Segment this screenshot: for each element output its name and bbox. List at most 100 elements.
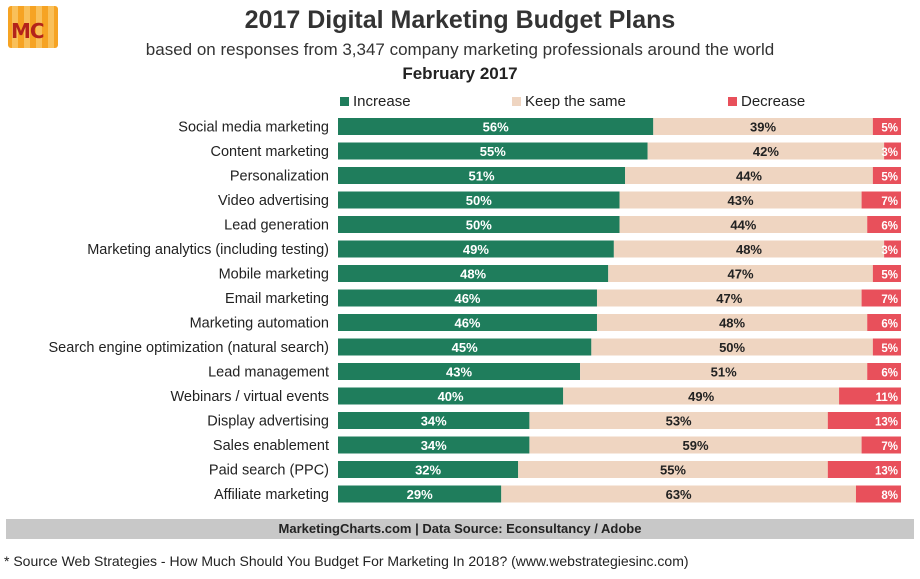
bar-decrease-display-advertising: [827, 412, 901, 429]
bar-increase-marketing-analytics-including-testing: [338, 240, 614, 258]
bar-decrease-search-engine-optimization-natural-search: [872, 338, 901, 356]
value-label-increase-content-marketing: 55%: [480, 144, 506, 159]
value-label-increase-lead-generation: 50%: [466, 218, 492, 233]
value-label-decrease-social-media-marketing: 5%: [881, 123, 898, 135]
category-label-paid-search-ppc: Paid search (PPC): [209, 463, 329, 479]
category-label-display-advertising: Display advertising: [207, 414, 329, 430]
bar-increase-lead-generation: [338, 216, 620, 233]
chart-subtitle: based on responses from 3,347 company ma…: [145, 40, 775, 59]
bar-keep-the-same-affiliate-marketing: [501, 485, 856, 503]
footnote: * Source Web Strategies - How Much Shoul…: [4, 553, 689, 569]
bar-increase-mobile-marketing: [338, 265, 609, 282]
bar-keep-the-same-mobile-marketing: [608, 265, 873, 282]
legend-item-increase: Increase: [340, 93, 411, 110]
bar-keep-the-same-marketing-analytics-including-testing: [613, 240, 885, 258]
value-label-keep-the-same-email-marketing: 47%: [716, 291, 742, 306]
value-label-decrease-display-advertising: 13%: [875, 417, 898, 429]
value-label-decrease-content-marketing: 3%: [881, 147, 898, 159]
value-label-decrease-mobile-marketing: 5%: [881, 270, 898, 282]
value-label-keep-the-same-search-engine-optimization-natural-search: 50%: [719, 340, 745, 355]
logo-text: MC: [11, 19, 45, 43]
bar-keep-the-same-video-advertising: [619, 191, 862, 209]
value-label-keep-the-same-marketing-automation: 48%: [719, 316, 745, 331]
bar-decrease-paid-search-ppc: [827, 461, 901, 478]
value-label-increase-paid-search-ppc: 32%: [415, 463, 441, 478]
bar-decrease-sales-enablement: [861, 436, 901, 454]
bar-keep-the-same-personalization: [625, 167, 873, 184]
legend-swatch-increase: [340, 97, 349, 106]
bar-increase-marketing-automation: [338, 314, 597, 331]
bar-keep-the-same-webinars-virtual-events: [563, 387, 840, 405]
bar-keep-the-same-paid-search-ppc: [518, 461, 828, 478]
value-label-decrease-marketing-analytics-including-testing: 3%: [881, 245, 898, 257]
value-label-keep-the-same-lead-management: 51%: [711, 365, 737, 380]
bar-keep-the-same-marketing-automation: [596, 314, 868, 331]
bar-decrease-marketing-analytics-including-testing: [884, 240, 901, 258]
value-label-keep-the-same-social-media-marketing: 39%: [750, 120, 776, 135]
value-label-increase-display-advertising: 34%: [421, 414, 447, 429]
bar-decrease-marketing-automation: [867, 314, 901, 331]
bar-keep-the-same-lead-generation: [619, 216, 868, 233]
category-label-marketing-automation: Marketing automation: [190, 316, 329, 332]
value-label-increase-marketing-automation: 46%: [454, 316, 480, 331]
legend-swatch-keep: [512, 97, 521, 106]
value-label-keep-the-same-paid-search-ppc: 55%: [660, 463, 686, 478]
value-label-increase-webinars-virtual-events: 40%: [438, 389, 464, 404]
value-label-increase-search-engine-optimization-natural-search: 45%: [452, 340, 478, 355]
value-label-decrease-lead-generation: 6%: [881, 221, 898, 233]
value-label-decrease-sales-enablement: 7%: [881, 441, 898, 453]
bar-increase-content-marketing: [338, 142, 648, 160]
value-label-decrease-video-advertising: 7%: [881, 196, 898, 208]
value-label-increase-mobile-marketing: 48%: [460, 267, 486, 282]
value-label-decrease-marketing-automation: 6%: [881, 319, 898, 331]
bar-increase-personalization: [338, 167, 626, 184]
category-label-personalization: Personalization: [230, 169, 329, 185]
value-label-keep-the-same-marketing-analytics-including-testing: 48%: [736, 242, 762, 257]
legend-label-keep: Keep the same: [525, 93, 626, 110]
value-label-keep-the-same-affiliate-marketing: 63%: [666, 487, 692, 502]
bar-decrease-mobile-marketing: [872, 265, 901, 282]
bar-increase-sales-enablement: [338, 436, 530, 454]
value-label-keep-the-same-lead-generation: 44%: [730, 218, 756, 233]
category-label-lead-management: Lead management: [208, 365, 329, 381]
category-label-affiliate-marketing: Affiliate marketing: [214, 487, 329, 503]
value-label-decrease-webinars-virtual-events: 11%: [876, 392, 898, 404]
bar-decrease-content-marketing: [884, 142, 901, 160]
value-label-keep-the-same-personalization: 44%: [736, 169, 762, 184]
category-label-webinars-virtual-events: Webinars / virtual events: [171, 389, 330, 405]
bar-decrease-personalization: [872, 167, 901, 184]
bar-keep-the-same-search-engine-optimization-natural-search: [591, 338, 873, 356]
bar-increase-lead-management: [338, 363, 581, 380]
value-label-decrease-paid-search-ppc: 13%: [875, 466, 898, 478]
value-label-keep-the-same-video-advertising: 43%: [728, 193, 754, 208]
category-label-search-engine-optimization-natural-search: Search engine optimization (natural sear…: [49, 340, 329, 356]
category-label-sales-enablement: Sales enablement: [213, 438, 329, 454]
bar-decrease-email-marketing: [861, 289, 901, 307]
value-label-increase-personalization: 51%: [469, 169, 495, 184]
value-label-increase-marketing-analytics-including-testing: 49%: [463, 242, 489, 257]
bar-increase-webinars-virtual-events: [338, 387, 564, 405]
category-label-marketing-analytics-including-testing: Marketing analytics (including testing): [87, 242, 329, 258]
bar-decrease-affiliate-marketing: [855, 485, 901, 503]
legend: Increase Keep the same Decrease: [0, 93, 920, 113]
bar-increase-email-marketing: [338, 289, 597, 307]
bar-decrease-social-media-marketing: [872, 118, 901, 135]
value-label-increase-sales-enablement: 34%: [421, 438, 447, 453]
value-label-keep-the-same-mobile-marketing: 47%: [728, 267, 754, 282]
bar-keep-the-same-content-marketing: [647, 142, 885, 160]
value-label-decrease-lead-management: 6%: [881, 368, 898, 380]
value-label-keep-the-same-sales-enablement: 59%: [682, 438, 708, 453]
legend-swatch-decrease: [728, 97, 737, 106]
chart-date: February 2017: [402, 64, 518, 83]
legend-item-keep: Keep the same: [512, 93, 626, 110]
value-label-increase-video-advertising: 50%: [466, 193, 492, 208]
category-label-social-media-marketing: Social media marketing: [178, 120, 329, 136]
value-label-increase-email-marketing: 46%: [454, 291, 480, 306]
bar-keep-the-same-lead-management: [580, 363, 868, 380]
marketingcharts-logo: MC: [8, 6, 58, 48]
legend-label-increase: Increase: [353, 93, 411, 110]
bar-decrease-lead-management: [867, 363, 901, 380]
bar-increase-video-advertising: [338, 191, 620, 209]
value-label-keep-the-same-display-advertising: 53%: [666, 414, 692, 429]
